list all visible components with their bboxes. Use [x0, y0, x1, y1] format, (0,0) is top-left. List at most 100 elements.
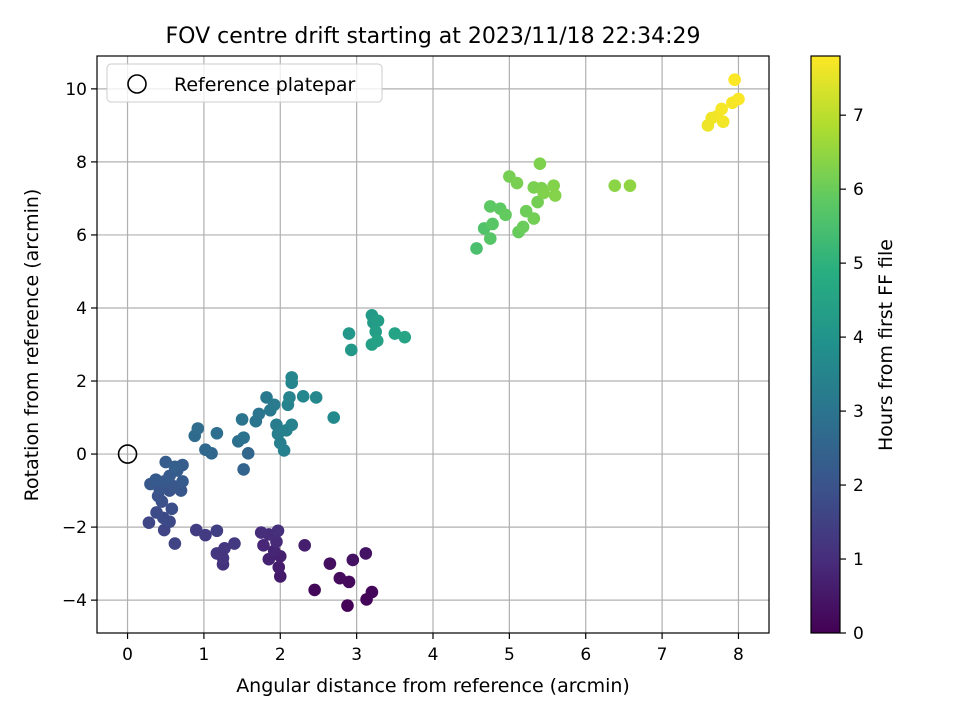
data-point — [210, 426, 224, 440]
data-point — [199, 528, 212, 542]
legend-box — [106, 63, 383, 103]
data-point — [527, 212, 541, 225]
data-point — [342, 327, 356, 340]
data-point — [241, 447, 255, 460]
y-tick-label: −2 — [62, 518, 87, 538]
data-point — [608, 179, 622, 192]
data-point — [483, 200, 497, 213]
data-point — [272, 560, 286, 574]
y-axis-ticks: −4 −2 0 2 4 6 8 10 — [62, 80, 97, 611]
data-point — [257, 539, 270, 552]
data-point — [267, 398, 281, 412]
data-point — [388, 327, 402, 340]
colorbar: 0 1 2 3 4 5 6 7 Hours from first FF file — [810, 55, 897, 644]
data-point — [483, 232, 497, 245]
y-tick-label: −4 — [62, 591, 87, 611]
data-point — [285, 418, 299, 432]
y-tick-label: 2 — [76, 372, 87, 392]
data-point — [516, 220, 530, 234]
data-point — [398, 330, 412, 344]
x-tick-label: 1 — [198, 645, 209, 665]
data-point — [277, 444, 291, 457]
legend: Reference platepar — [106, 63, 383, 103]
colorbar-tick-label: 6 — [853, 180, 864, 200]
data-point — [365, 585, 379, 599]
data-point — [149, 473, 163, 486]
data-point — [333, 571, 347, 585]
data-point — [142, 516, 156, 530]
data-point — [210, 524, 224, 538]
x-tick-label: 0 — [122, 645, 133, 665]
colorbar-label: Hours from first FF file — [875, 239, 897, 451]
data-point — [548, 189, 562, 202]
data-point — [716, 115, 730, 129]
legend-entry-reference-platepar: Reference platepar — [174, 74, 356, 96]
data-point — [623, 179, 637, 192]
data-point — [228, 537, 241, 550]
x-tick-label: 3 — [351, 645, 362, 665]
x-tick-label: 6 — [580, 645, 591, 665]
data-point — [237, 431, 250, 444]
data-point — [371, 314, 385, 328]
legend-circle-icon — [127, 74, 147, 94]
y-axis-label: Rotation from reference (arcmin) — [21, 189, 43, 502]
colorbar-tick-label: 0 — [853, 624, 864, 644]
data-point — [531, 195, 544, 209]
data-point — [308, 583, 321, 597]
data-point — [298, 539, 312, 552]
y-tick-label: 8 — [76, 153, 87, 173]
data-point — [359, 547, 373, 560]
data-point — [715, 102, 728, 116]
data-point — [732, 92, 745, 106]
data-point — [309, 391, 323, 404]
x-tick-label: 4 — [428, 645, 439, 665]
data-point — [296, 390, 310, 403]
data-point — [271, 524, 285, 538]
y-tick-label: 6 — [76, 226, 87, 246]
plot-frame — [96, 55, 770, 634]
chart-title: FOV centre drift starting at 2023/11/18 … — [166, 24, 701, 49]
x-tick-label: 5 — [504, 645, 515, 665]
data-point — [283, 391, 296, 404]
data-point — [189, 523, 203, 537]
data-point — [191, 422, 205, 435]
colorbar-tick-label: 2 — [853, 476, 864, 496]
data-point — [547, 179, 560, 192]
data-point — [199, 443, 212, 456]
data-point — [370, 334, 384, 348]
x-tick-label: 7 — [657, 645, 668, 665]
data-point — [728, 73, 741, 87]
y-tick-label: 0 — [76, 445, 87, 465]
reference-platepar-marker — [117, 444, 138, 464]
data-point — [254, 526, 268, 539]
colorbar-tick-label: 1 — [853, 550, 864, 570]
data-point — [168, 460, 182, 474]
data-point — [537, 186, 551, 200]
data-point — [218, 541, 231, 555]
y-tick-label: 4 — [76, 299, 87, 319]
colorbar-tick-label: 4 — [853, 328, 864, 348]
grid — [97, 56, 769, 633]
data-point — [165, 502, 179, 516]
data-point — [344, 343, 358, 357]
data-point — [285, 371, 299, 384]
scatter-points — [142, 73, 745, 612]
data-point — [499, 208, 512, 222]
data-point — [323, 557, 337, 570]
x-axis-ticks: 0 1 2 3 4 5 6 7 8 — [122, 633, 744, 665]
data-point — [150, 506, 163, 519]
data-point — [346, 553, 360, 567]
colorbar-ticks: 0 1 2 3 4 5 6 7 — [840, 106, 864, 644]
data-point — [533, 157, 547, 171]
data-point — [235, 413, 249, 426]
data-point — [470, 242, 483, 255]
data-point — [327, 411, 341, 424]
data-point — [341, 599, 354, 612]
data-point — [486, 217, 499, 231]
data-point — [252, 407, 266, 421]
colorbar-gradient — [810, 55, 841, 634]
data-point — [237, 463, 250, 476]
x-tick-label: 8 — [733, 645, 744, 665]
data-point — [176, 475, 189, 488]
